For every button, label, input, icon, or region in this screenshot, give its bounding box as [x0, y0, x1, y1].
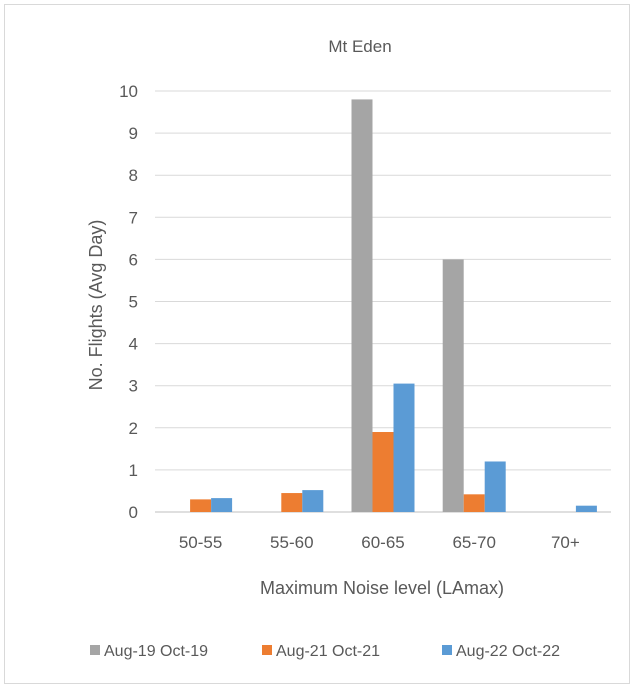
bar-aug-22-oct-22-65-70 [484, 461, 506, 512]
bar-aug-22-oct-22-70+ [575, 505, 597, 512]
bar-aug-21-oct-21-55-60 [281, 493, 303, 512]
bar-aug-22-oct-22-55-60 [302, 490, 324, 512]
y-tick-label: 2 [129, 419, 138, 438]
bar-aug-22-oct-22-60-65 [393, 383, 415, 512]
legend-swatch [262, 645, 272, 655]
y-tick-label: 1 [129, 461, 138, 480]
x-tick-label: 70+ [551, 533, 580, 552]
chart-frame: Mt Eden 0 1 2 3 4 5 6 7 8 9 10 50-55 55-60 60-65 65-7… [4, 4, 630, 684]
bar-aug-21-oct-21-50-55 [190, 499, 212, 512]
gridlines [155, 90, 611, 513]
y-tick-label: 7 [129, 208, 138, 227]
x-tick-label: 60-65 [361, 533, 404, 552]
y-tick-label: 5 [129, 293, 138, 312]
legend-item: Aug-21 Oct-21 [262, 643, 380, 660]
bar-aug-21-oct-21-65-70 [463, 494, 485, 512]
legend-swatch [442, 645, 452, 655]
y-axis-ticks: 0 1 2 3 4 5 6 7 8 9 10 [119, 82, 138, 522]
bar-aug-21-oct-21-60-65 [372, 432, 394, 512]
chart-svg: Mt Eden 0 1 2 3 4 5 6 7 8 9 10 50-55 55-60 60-65 65-7… [86, 37, 611, 660]
legend-item: Aug-19 Oct-19 [90, 643, 208, 660]
x-tick-label: 65-70 [452, 533, 495, 552]
y-tick-label: 0 [129, 503, 138, 522]
bars [190, 99, 597, 513]
x-axis-label: Maximum Noise level (LAmax) [260, 578, 504, 598]
legend-label: Aug-19 Oct-19 [104, 643, 208, 660]
chart-title: Mt Eden [328, 37, 391, 56]
y-tick-label: 9 [129, 124, 138, 143]
bar-aug-22-oct-22-50-55 [211, 498, 233, 512]
y-tick-label: 3 [129, 377, 138, 396]
y-tick-label: 4 [129, 335, 138, 354]
x-tick-label: 55-60 [270, 533, 313, 552]
legend-item: Aug-22 Oct-22 [442, 643, 560, 660]
x-tick-label: 50-55 [179, 533, 222, 552]
legend-swatch [90, 645, 100, 655]
bar-aug-19-oct-19-60-65 [351, 99, 373, 513]
bar-aug-19-oct-19-65-70 [442, 259, 464, 512]
y-tick-label: 8 [129, 166, 138, 185]
legend: Aug-19 Oct-19 Aug-21 Oct-21 Aug-22 Oct-22 [90, 643, 560, 660]
y-tick-label: 6 [129, 250, 138, 269]
legend-label: Aug-22 Oct-22 [456, 643, 560, 660]
x-axis-ticks: 50-55 55-60 60-65 65-70 70+ [179, 533, 580, 552]
y-axis-label: No. Flights (Avg Day) [86, 220, 106, 391]
y-tick-label: 10 [119, 82, 138, 101]
legend-label: Aug-21 Oct-21 [276, 643, 380, 660]
